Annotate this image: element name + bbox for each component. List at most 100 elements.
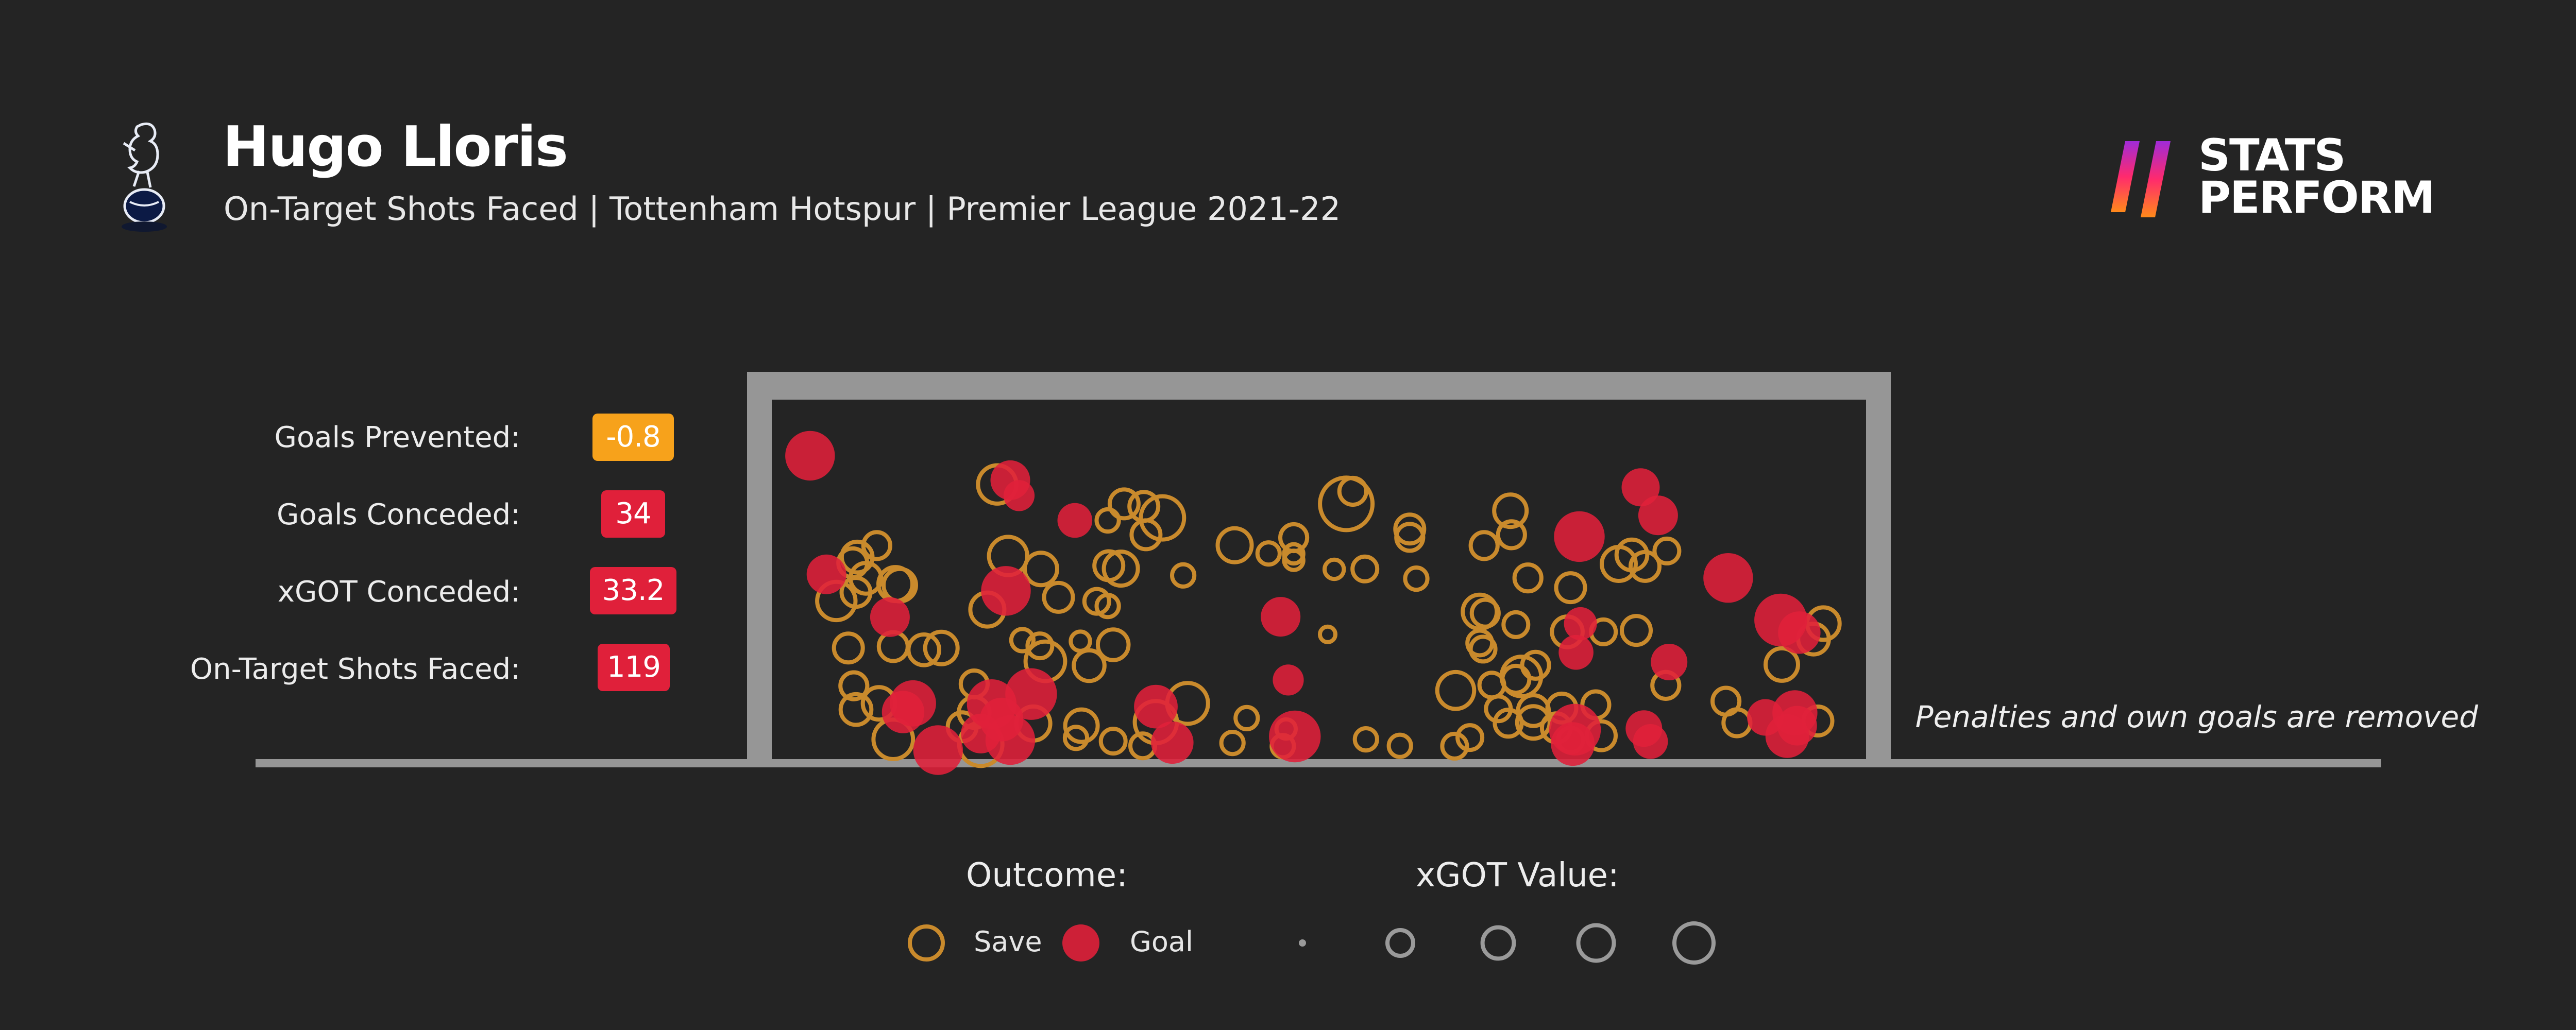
shot-save-point [1098, 727, 1128, 756]
shot-save-point [1721, 707, 1753, 739]
shot-goal-point [870, 597, 910, 637]
shot-save-point [1094, 593, 1121, 620]
shot-save-point [1095, 627, 1131, 662]
stats-perform-logo: STATS PERFORM [2110, 130, 2439, 224]
shot-goal-point [1269, 710, 1321, 763]
shot-save-point [1554, 571, 1587, 605]
shot-save-point [1764, 646, 1800, 683]
shot-goal-point [1134, 684, 1178, 729]
shot-goal-point [806, 554, 846, 594]
legend-save-marker [908, 924, 945, 962]
shot-save-point [832, 631, 865, 665]
shot-save-point [1496, 519, 1527, 551]
shot-save-point [1394, 522, 1426, 553]
stat-badge-goals-prevented: -0.8 [592, 414, 674, 461]
goal-crossbar [747, 372, 1891, 400]
shot-goal-point [1703, 553, 1753, 603]
shot-goal-point [1621, 468, 1660, 507]
shot-save-point [1009, 627, 1036, 654]
shot-save-point [1323, 557, 1346, 581]
shot-save-point [1092, 549, 1126, 582]
shot-save-point [1620, 614, 1653, 647]
shot-save-point [1318, 624, 1337, 644]
shot-goal-point [961, 713, 1001, 753]
shot-goal-point [890, 680, 936, 727]
shot-save-point [1107, 487, 1141, 521]
shot-goal-point [1651, 644, 1688, 680]
stat-badge-on-target-shots: 119 [598, 644, 670, 691]
shot-save-point [1516, 693, 1551, 728]
shot-save-point [1468, 530, 1500, 561]
xgot-size-legend-marker [1576, 923, 1616, 963]
shot-save-point [1023, 551, 1059, 588]
xgot-size-legend-marker [1299, 939, 1306, 947]
shot-save-point [1170, 562, 1197, 589]
stat-badge-goals-conceded: 34 [601, 490, 665, 538]
shot-save-point [1337, 475, 1368, 507]
shot-save-point [906, 632, 941, 667]
shot-save-point [1233, 705, 1260, 732]
legend-xgot-title: xGOT Value: [1416, 856, 1619, 895]
club-crest [114, 119, 176, 233]
shot-save-point [1468, 634, 1498, 664]
shot-save-point [861, 530, 893, 561]
shot-goal-point [785, 431, 835, 481]
brand-line-2: PERFORM [2198, 171, 2435, 224]
shot-save-point [1435, 670, 1477, 711]
chart-subtitle: On-Target Shots Faced | Tottenham Hotspu… [224, 190, 1341, 228]
shot-save-point [1082, 587, 1111, 616]
stat-label-xgot-conceded: xGOT Conceded: [277, 575, 520, 609]
shot-save-point [923, 629, 960, 666]
legend-goal-label: Goal [1130, 925, 1193, 958]
shot-save-point [1063, 707, 1100, 744]
brand-line-1: STATS [2198, 130, 2346, 181]
shot-save-point [1499, 655, 1544, 698]
shot-goal-point [1273, 664, 1304, 696]
shot-save-point [1515, 704, 1552, 741]
shot-save-point [1350, 554, 1380, 583]
legend-outcome-title: Outcome: [966, 856, 1128, 895]
stat-label-on-target-shots: On-Target Shots Faced: [190, 653, 520, 686]
shot-goal-point [1551, 722, 1595, 766]
shot-goal-point [1057, 503, 1093, 538]
goal-frame [256, 372, 2381, 767]
shot-goal-point [1633, 724, 1668, 759]
shot-save-point [1025, 631, 1055, 661]
shot-save-point [1600, 545, 1638, 583]
shot-save-point [839, 539, 875, 575]
shot-save-point [1652, 536, 1682, 565]
footnote-penalties: Penalties and own goals are removed [1915, 699, 2478, 734]
shot-goal-point [1261, 597, 1301, 637]
shot-save-point [1512, 562, 1544, 594]
player-name: Hugo Lloris [223, 115, 568, 179]
shot-save-point [1501, 610, 1531, 639]
shot-save-point [1072, 648, 1107, 683]
shot-goal-point [1778, 611, 1821, 654]
shot-save-point [1215, 526, 1254, 564]
xgot-size-legend [1299, 921, 1716, 965]
shot-save-point [1492, 492, 1529, 529]
shot-save-point [1352, 726, 1379, 753]
stat-label-goals-prevented: Goals Prevented: [274, 421, 520, 454]
shot-save-point [1440, 731, 1469, 761]
shot-save-point [838, 670, 870, 701]
shot-save-point [838, 692, 874, 727]
tottenham-cockerel-icon [122, 122, 167, 232]
shot-save-point [1129, 518, 1163, 552]
legend-save-label: Save [974, 925, 1042, 958]
shot-save-point [1278, 522, 1310, 554]
xgot-size-legend-marker [1385, 928, 1415, 958]
xgot-size-legend-marker [1672, 921, 1716, 965]
goal-post-left [747, 372, 772, 764]
shot-goal-point [1558, 634, 1594, 670]
shot-goal-point [990, 460, 1030, 500]
shot-save-point [1386, 732, 1413, 759]
shot-save-point [1219, 730, 1246, 757]
shot-save-point [1101, 550, 1140, 588]
xgot-size-legend-marker [1480, 925, 1516, 961]
shot-save-point [1393, 512, 1427, 546]
stat-label-goals-conceded: Goals Conceded: [276, 498, 520, 531]
shot-save-point [1062, 725, 1090, 751]
shot-save-point [1455, 723, 1485, 752]
shot-save-point [1282, 542, 1306, 566]
